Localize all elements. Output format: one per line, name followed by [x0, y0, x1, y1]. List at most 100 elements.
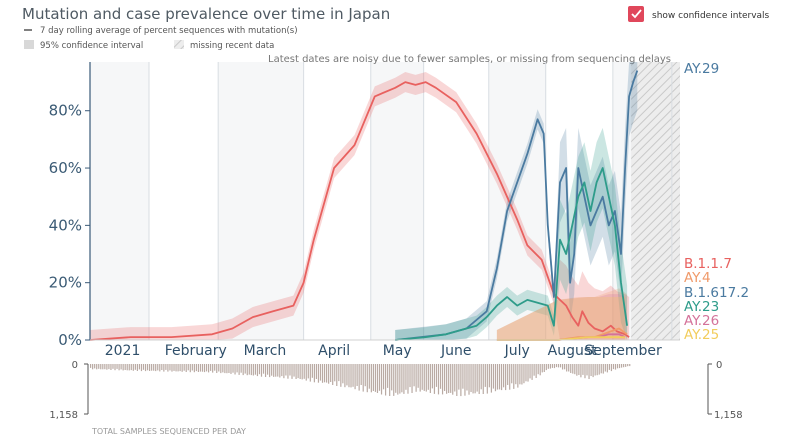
sample-bar: [488, 364, 490, 388]
sample-bar: [582, 364, 584, 375]
series-label-AY.26: AY.26: [684, 313, 719, 329]
sample-bar: [439, 364, 442, 389]
sample-bar: [574, 364, 576, 375]
sample-bar: [535, 364, 537, 378]
ci-band-B.1.1.7: [90, 72, 630, 340]
sample-bar: [299, 364, 301, 379]
sample-bar: [466, 364, 468, 391]
sample-bar: [332, 364, 334, 385]
sample-bar: [462, 364, 464, 389]
sample-bar: [470, 364, 472, 392]
sample-bar: [297, 364, 299, 379]
sample-bar: [100, 364, 102, 370]
series-line-AY.23: [395, 167, 628, 341]
ci-toggle[interactable]: show confidence intervals: [628, 6, 770, 22]
sample-bar: [279, 364, 281, 378]
sample-bar: [132, 364, 134, 371]
sample-bar: [425, 364, 427, 392]
sample-bar: [429, 364, 431, 393]
noise-note: Latest dates are noisy due to fewer samp…: [268, 54, 671, 65]
sample-bar: [195, 364, 197, 372]
sample-bar: [159, 364, 161, 372]
sample-bar: [496, 364, 499, 390]
sample-bar: [590, 364, 592, 376]
series-label-B.1.617.2-top: AY.29: [684, 61, 719, 77]
sample-bar: [311, 364, 313, 378]
sample-bar: [142, 364, 145, 370]
sample-bar: [104, 364, 106, 370]
sample-bar: [344, 364, 346, 388]
sample-bar: [348, 364, 350, 388]
sample-bar: [380, 364, 383, 395]
sample-bar: [553, 364, 556, 369]
x-tick-label-6: July: [504, 343, 530, 359]
sample-bar: [153, 364, 155, 371]
sample-bar: [559, 364, 562, 368]
legend-line-label: 7 day rolling average of percent sequenc…: [40, 26, 298, 36]
sample-bar: [387, 364, 389, 388]
sample-bar: [281, 364, 283, 377]
sample-bar: [146, 364, 149, 371]
ci-band-AY.25: [496, 297, 626, 340]
sample-bar: [293, 364, 295, 377]
sample-bar: [187, 364, 189, 371]
sample-bar: [222, 364, 224, 373]
sample-bar: [370, 364, 372, 393]
sample-bar: [177, 364, 179, 372]
sample-bar: [193, 364, 195, 373]
legend-missing-label: missing recent data: [190, 41, 274, 51]
sample-bar: [220, 364, 222, 374]
sample-bar: [616, 364, 619, 369]
sample-bar: [503, 364, 505, 388]
sample-bar: [511, 364, 513, 384]
sample-bar: [92, 364, 94, 370]
sample-bar: [594, 364, 596, 376]
sample-bar: [492, 364, 495, 389]
sample-bar: [201, 364, 204, 372]
sample-bar: [584, 364, 586, 379]
sample-bar: [519, 364, 521, 385]
sample-bar: [248, 364, 250, 375]
sample-bar: [191, 364, 193, 371]
sample-bar: [175, 364, 177, 372]
sample-bar: [456, 364, 458, 396]
sample-bar: [283, 364, 285, 379]
sample-bar: [212, 364, 214, 373]
sample-bar: [446, 364, 448, 394]
sample-bar: [460, 364, 462, 397]
sample-bar: [336, 364, 338, 386]
month-band-2: [423, 62, 489, 340]
ci-checkbox[interactable]: [628, 6, 644, 22]
sample-bar: [149, 364, 151, 371]
sample-bar: [151, 364, 153, 371]
sample-bar: [405, 364, 407, 390]
sample-bar: [625, 364, 627, 367]
sample-bar: [256, 364, 259, 377]
sample-bar: [183, 364, 185, 371]
sample-bar: [411, 364, 413, 393]
sample-bar: [155, 364, 157, 372]
sample-bar: [295, 364, 297, 379]
sample-bar: [525, 364, 527, 382]
samples-caption: TOTAL SAMPLES SEQUENCED PER DAY: [91, 427, 246, 436]
month-band-1: [303, 62, 371, 340]
sample-bar: [490, 364, 492, 393]
sample-bar: [476, 364, 478, 392]
sample-bar: [600, 364, 602, 374]
sample-bar: [210, 364, 212, 371]
sample-bar: [417, 364, 419, 388]
sample-bar: [273, 364, 275, 377]
sample-bar: [138, 364, 141, 370]
ci-band-AY.4: [496, 288, 628, 340]
sample-bar: [224, 364, 226, 374]
sample-bar: [498, 364, 501, 390]
sample-bar: [478, 364, 480, 394]
sample-bar: [423, 364, 425, 391]
sample-bar: [269, 364, 271, 378]
sample-bar: [366, 364, 368, 393]
sample-bar: [608, 364, 610, 370]
sample-bar: [415, 364, 417, 392]
sample-bar: [606, 364, 608, 373]
